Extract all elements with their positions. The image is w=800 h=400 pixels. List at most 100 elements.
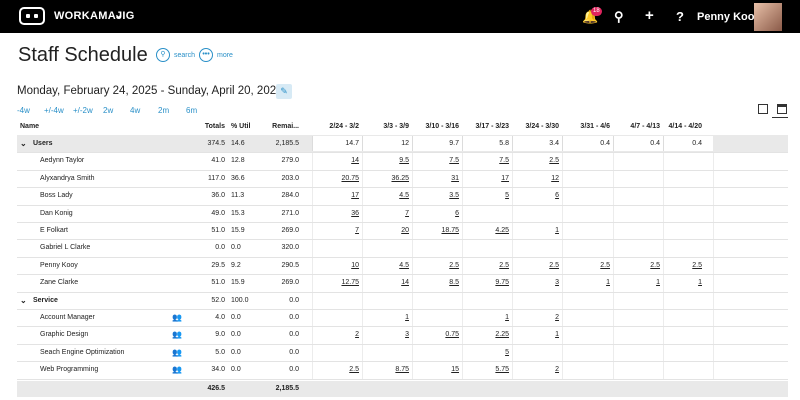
row-week-value[interactable]: 1 xyxy=(606,279,610,287)
row-week-value[interactable]: 17 xyxy=(501,174,509,182)
brand-name[interactable]: WORKAMAJIG xyxy=(54,10,135,22)
row-week-value[interactable]: 20.75 xyxy=(341,174,359,182)
row-name[interactable]: Penny Kooy xyxy=(40,261,78,269)
edit-date-button[interactable]: ✎ xyxy=(276,84,292,99)
header-week[interactable]: 4/14 - 4/20 xyxy=(668,123,702,130)
row-week-value[interactable]: 2 xyxy=(555,366,559,374)
header-week[interactable]: 3/17 - 3/23 xyxy=(475,123,509,130)
robot-logo-icon[interactable] xyxy=(19,7,45,25)
search-link[interactable]: search xyxy=(174,52,196,59)
row-week-value[interactable]: 15 xyxy=(451,366,459,374)
row-week-value[interactable]: 2.5 xyxy=(349,366,359,374)
row-name[interactable]: Gabriel L Clarke xyxy=(40,244,91,252)
row-week-value[interactable]: 7 xyxy=(355,227,359,234)
row-week-value[interactable]: 1 xyxy=(656,279,660,287)
range-plus-minus-4w[interactable]: +/-4w xyxy=(44,106,64,115)
user-name[interactable]: Penny Kooy xyxy=(697,11,761,23)
row-week-value[interactable]: 5.75 xyxy=(495,366,509,374)
row-week-value[interactable]: 3.5 xyxy=(449,192,459,200)
row-week-value[interactable]: 7.5 xyxy=(449,157,459,165)
row-name[interactable]: Zane Clarke xyxy=(40,279,79,287)
assign-people-icon[interactable]: 👥 xyxy=(172,313,182,322)
row-week-value[interactable]: 7 xyxy=(405,209,409,217)
row-week-value[interactable]: 1 xyxy=(405,314,409,321)
row-week-value[interactable]: 6 xyxy=(555,192,559,200)
row-week-value[interactable]: 1 xyxy=(698,279,702,287)
header-name[interactable]: Name xyxy=(20,123,40,130)
row-week-value[interactable]: 0.75 xyxy=(445,331,459,339)
range-6m[interactable]: 6m xyxy=(186,106,198,115)
range-4w[interactable]: 4w xyxy=(130,106,141,115)
row-name[interactable]: Boss Lady xyxy=(40,192,73,200)
row-week-value[interactable]: 3 xyxy=(405,331,409,339)
row-week-value[interactable]: 12.75 xyxy=(341,279,359,287)
plus-icon[interactable]: + xyxy=(645,7,654,24)
row-week-value[interactable]: 2.5 xyxy=(449,261,459,269)
row-week-value[interactable]: 1 xyxy=(555,331,559,339)
row-week-value[interactable]: 7.5 xyxy=(499,157,509,165)
row-week-value[interactable]: 2.5 xyxy=(549,261,559,269)
assign-people-icon[interactable]: 👥 xyxy=(172,347,182,357)
row-week-value[interactable]: 4.5 xyxy=(399,261,409,269)
row-week-value[interactable]: 36.25 xyxy=(391,174,409,182)
chevron-down-icon[interactable]: ⌄ xyxy=(114,9,124,21)
row-week-value[interactable]: 4.25 xyxy=(495,227,509,234)
row-name[interactable]: E Folkart xyxy=(40,227,69,234)
row-week-value[interactable]: 18.75 xyxy=(441,227,459,234)
row-week-value[interactable]: 2 xyxy=(355,331,359,339)
row-week-value[interactable]: 2 xyxy=(555,314,559,321)
group-name[interactable]: Service xyxy=(33,296,58,304)
row-name[interactable]: Aedynn Taylor xyxy=(40,157,85,165)
row-name[interactable]: Seach Engine Optimization xyxy=(40,348,125,356)
avatar[interactable] xyxy=(754,3,782,31)
row-name[interactable]: Alyxandrya Smith xyxy=(40,174,95,182)
row-week-value[interactable]: 31 xyxy=(451,174,459,182)
range-minus-4w[interactable]: -4w xyxy=(17,106,30,115)
assign-people-icon[interactable]: 👥 xyxy=(172,330,182,340)
row-week-value[interactable]: 4.5 xyxy=(399,192,409,200)
header-week[interactable]: 3/24 - 3/30 xyxy=(525,123,559,130)
row-week-value[interactable]: 2.5 xyxy=(600,261,610,269)
row-week-value[interactable]: 10 xyxy=(351,261,359,269)
row-week-value[interactable]: 5 xyxy=(505,192,509,200)
header-remaining[interactable]: Remai... xyxy=(272,123,299,130)
row-week-value[interactable]: 17 xyxy=(351,192,359,200)
row-week-value[interactable]: 6 xyxy=(455,209,459,217)
header-week[interactable]: 3/3 - 3/9 xyxy=(383,123,409,130)
row-week-value[interactable]: 8.75 xyxy=(395,366,409,374)
range-2m[interactable]: 2m xyxy=(158,106,170,115)
row-week-value[interactable]: 1 xyxy=(555,227,559,234)
search-icon[interactable]: ⚲ xyxy=(614,9,624,24)
row-name[interactable]: Account Manager xyxy=(40,314,95,321)
row-week-value[interactable]: 3 xyxy=(555,279,559,287)
row-week-value[interactable]: 2.5 xyxy=(549,157,559,165)
range-plus-minus-2w[interactable]: +/-2w xyxy=(73,106,93,115)
row-week-value[interactable]: 12 xyxy=(551,174,559,182)
assign-people-icon[interactable]: 👥 xyxy=(172,365,182,375)
row-week-value[interactable]: 36 xyxy=(351,209,359,217)
chevron-down-icon[interactable]: ⌄ xyxy=(20,295,27,305)
header-week[interactable]: 4/7 - 4/13 xyxy=(630,123,660,130)
row-week-value[interactable]: 14 xyxy=(401,279,409,287)
header-week[interactable]: 3/10 - 3/16 xyxy=(425,123,459,130)
header-util[interactable]: % Util xyxy=(231,123,251,130)
chevron-down-icon[interactable]: ⌄ xyxy=(20,139,27,148)
row-week-value[interactable]: 9.5 xyxy=(399,157,409,165)
header-totals[interactable]: Totals xyxy=(204,123,225,130)
calendar-view-icon[interactable] xyxy=(777,104,787,114)
grid-view-icon[interactable] xyxy=(758,104,768,114)
header-week[interactable]: 2/24 - 3/2 xyxy=(329,123,359,130)
range-2w[interactable]: 2w xyxy=(103,106,114,115)
row-week-value[interactable]: 20 xyxy=(401,227,409,234)
group-name[interactable]: Users xyxy=(33,140,53,147)
header-week[interactable]: 3/31 - 4/6 xyxy=(580,123,610,130)
row-name[interactable]: Graphic Design xyxy=(40,331,89,339)
row-week-value[interactable]: 8.5 xyxy=(449,279,459,287)
row-week-value[interactable]: 5 xyxy=(505,348,509,356)
row-week-value[interactable]: 1 xyxy=(505,314,509,321)
more-link[interactable]: more xyxy=(217,52,233,59)
row-week-value[interactable]: 2.5 xyxy=(650,261,660,269)
row-name[interactable]: Web Programming xyxy=(40,366,99,374)
help-icon[interactable]: ? xyxy=(676,9,684,24)
search-circle-icon[interactable]: ⚲ xyxy=(156,48,170,62)
